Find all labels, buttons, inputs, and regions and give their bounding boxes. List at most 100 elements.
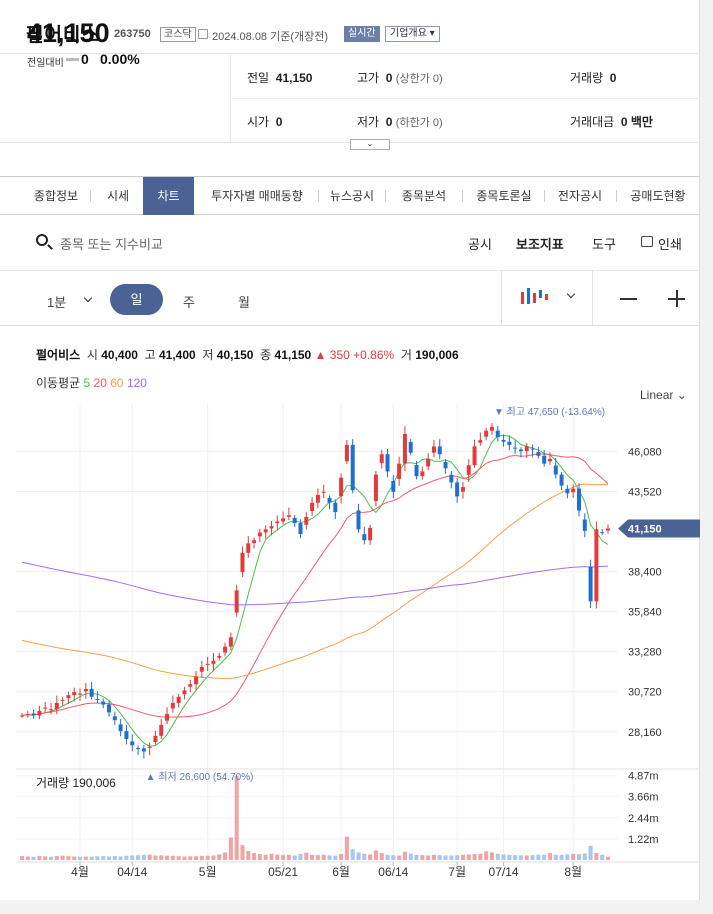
stock-name: 펄어비스	[26, 25, 100, 46]
candle	[466, 465, 471, 475]
volume-bar	[165, 855, 170, 860]
candle	[391, 480, 396, 492]
candle	[199, 667, 204, 672]
volume-bar	[188, 856, 193, 860]
x-tick-label: 05/21	[268, 865, 298, 879]
volume-tick-label: 4.87m	[628, 771, 659, 783]
volume-bar	[437, 855, 442, 860]
zoom-out-icon[interactable]	[620, 298, 637, 300]
volume-bar	[281, 855, 286, 860]
current-price-marker	[618, 519, 700, 538]
volume-bar	[89, 856, 94, 860]
open-price: 시가 0	[247, 115, 283, 129]
low-price: 저가 0 (하한가 0)	[357, 115, 443, 129]
price-tick-label: 46,080	[628, 446, 662, 458]
candle	[141, 748, 146, 752]
candle	[54, 702, 59, 710]
candle	[37, 710, 42, 716]
volume-bar	[408, 853, 413, 860]
ma-line-60	[21, 483, 609, 679]
candle	[182, 690, 187, 695]
candle	[576, 488, 581, 511]
quote-date: 2024.08.08 기준(개장전)	[212, 31, 329, 43]
expand-button[interactable]: ⌄	[350, 139, 390, 150]
scale-select[interactable]: Linear ⌄	[640, 388, 687, 402]
volume-bar	[397, 855, 402, 860]
x-tick-label: 5월	[199, 865, 217, 879]
minute-select[interactable]: 1분	[47, 295, 67, 310]
candle	[286, 515, 291, 517]
period-day-button[interactable]: 일	[110, 284, 163, 315]
volume-bar	[547, 853, 552, 860]
candle	[582, 519, 587, 531]
candle	[240, 552, 245, 573]
volume-bar	[147, 854, 152, 860]
volume-bar	[199, 855, 204, 860]
company-info-dropdown[interactable]: 기업개요 ▾	[385, 26, 440, 42]
candle	[594, 529, 599, 602]
current-price: 41,150	[27, 18, 110, 48]
tab-analysis[interactable]: 종목분석	[401, 189, 447, 203]
candle	[606, 528, 610, 531]
volume-bar	[443, 855, 448, 860]
candle	[443, 461, 448, 469]
candle	[373, 474, 378, 502]
high-price: 고가 0 (상한가 0)	[357, 71, 443, 85]
volume-bar	[344, 836, 349, 860]
volume-bar	[66, 856, 71, 860]
candle	[176, 696, 181, 703]
candle	[368, 527, 373, 541]
tab-disclosure[interactable]: 전자공시	[557, 189, 603, 203]
tab-overview[interactable]: 종합정보	[33, 189, 79, 203]
candle	[223, 646, 228, 653]
volume-bar	[298, 853, 303, 860]
volume-bar	[112, 856, 117, 860]
search-icon[interactable]	[36, 234, 48, 246]
volume-bar	[240, 845, 245, 860]
candle	[188, 684, 193, 687]
tab-quotes[interactable]: 시세	[106, 189, 130, 203]
tab-bar: 종합정보 시세 차트 투자자별 매매동향 뉴스공시 종목분석 종목토론실 전자공…	[0, 176, 700, 215]
print-button[interactable]: 인쇄	[658, 237, 682, 252]
volume-bar	[25, 856, 30, 860]
candle	[49, 709, 54, 711]
tools-button[interactable]: 도구	[592, 237, 616, 252]
volume-bar	[368, 854, 373, 860]
x-tick-label: 7월	[448, 865, 466, 879]
compare-search-input[interactable]: 종목 또는 지수비교	[60, 237, 163, 252]
volume-bar	[130, 855, 135, 860]
change-percent: 0.00%	[100, 51, 140, 67]
volume-bar	[252, 853, 257, 860]
candle	[344, 444, 349, 462]
candle	[43, 707, 48, 709]
candle	[478, 440, 483, 443]
disclosure-toggle[interactable]: 공시	[468, 237, 492, 252]
volume-bar	[37, 855, 42, 860]
realtime-button[interactable]: 실시간	[344, 26, 380, 42]
volume-bar	[426, 855, 431, 860]
volume-bar	[600, 854, 605, 860]
period-month-button[interactable]: 월	[238, 295, 250, 310]
tab-investor-trading[interactable]: 투자자별 매매동향	[211, 189, 303, 203]
stock-chart[interactable]: 28,160 30,720 33,280 35,840 38,400 43,520 46,0…	[0, 0, 700, 900]
volume-bar	[484, 851, 489, 860]
volume-bar	[582, 853, 587, 860]
x-tick-label: 06/14	[378, 865, 408, 879]
print-icon[interactable]	[641, 236, 653, 247]
moving-average-legend[interactable]: 이동평균 5 20 60 120	[36, 376, 147, 390]
volume-bar	[176, 856, 181, 860]
volume-bar	[54, 856, 59, 860]
tab-discussion[interactable]: 종목토론실	[476, 189, 532, 203]
period-week-button[interactable]: 주	[183, 295, 195, 310]
tab-short-selling[interactable]: 공매도현황	[630, 189, 686, 203]
candle	[194, 676, 199, 685]
candle	[333, 502, 338, 513]
volume-bar	[542, 854, 547, 860]
candle	[72, 692, 77, 696]
volume-bar	[385, 854, 390, 860]
tab-news[interactable]: 뉴스공시	[329, 189, 375, 203]
candle	[536, 452, 541, 456]
tab-chart[interactable]: 차트	[143, 177, 194, 215]
candle	[211, 660, 216, 664]
indicator-button[interactable]: 보조지표	[516, 237, 564, 252]
